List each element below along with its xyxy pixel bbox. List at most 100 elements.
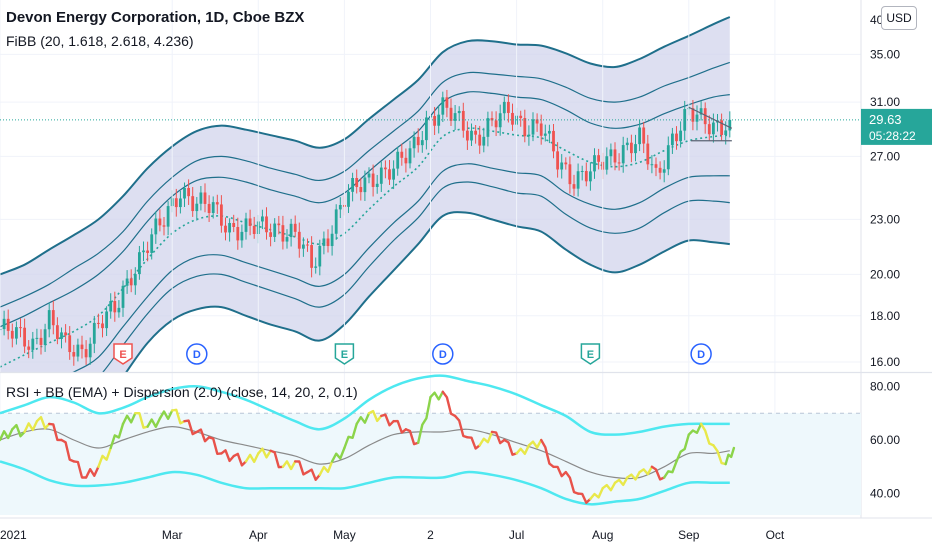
candle-body [199, 192, 203, 204]
candle-down [101, 315, 104, 338]
candle-body [490, 118, 494, 121]
candle-body [269, 232, 272, 237]
fib-bands-legend[interactable]: FiBB (20, 1.618, 2.618, 4.236) [6, 33, 194, 49]
candle-down [277, 215, 281, 235]
candle-body [277, 223, 281, 226]
candle-body [552, 130, 555, 152]
candle-body [31, 338, 35, 350]
candle-down [630, 134, 633, 163]
candle-up [425, 110, 428, 150]
candle-body [658, 167, 662, 173]
time-tick-label: Sep [678, 528, 700, 542]
candle-down [384, 160, 387, 179]
candle-body [433, 116, 436, 126]
candle-down [646, 134, 650, 170]
earnings-icon [334, 343, 355, 365]
candle-up [457, 106, 461, 122]
event-marker-earnings[interactable]: E [113, 343, 133, 365]
candle-down [552, 123, 555, 159]
event-marker-dividend[interactable]: D [432, 343, 454, 365]
candle-down [215, 194, 219, 214]
candle-up [318, 239, 322, 276]
candle-body [511, 112, 514, 125]
candle-body [556, 151, 559, 170]
candle-body [240, 231, 244, 241]
candle-down [416, 128, 420, 153]
candle-down [617, 153, 621, 171]
candle-down [642, 121, 646, 154]
candle-body [646, 143, 650, 165]
candle-up [679, 121, 682, 148]
candle-up [289, 218, 293, 247]
rsi-bb-lower [0, 460, 730, 506]
candle-body [478, 134, 482, 146]
fib-band-upper-4-236 [0, 16, 731, 276]
candle-body [56, 325, 59, 339]
candle-up [195, 197, 199, 221]
candle-up [2, 310, 6, 336]
rsi-line-segment [478, 430, 494, 447]
candle-up [396, 146, 400, 176]
candle-body [474, 130, 477, 135]
rsi-line-segment [318, 460, 334, 476]
candle-up [638, 119, 641, 152]
candle-body [84, 349, 88, 358]
candle-body [60, 332, 63, 339]
currency-button[interactable]: USD [881, 6, 917, 30]
price-tick-label: 18.00 [870, 309, 900, 323]
event-marker-earnings[interactable]: E [334, 343, 355, 365]
candle-down [564, 157, 568, 170]
candle-up [420, 130, 424, 153]
candle-up [273, 218, 277, 242]
candle-body [76, 344, 80, 357]
rsi-legend[interactable]: RSI + BB (EMA) + Dispersion (2.0) (close… [6, 384, 358, 400]
rsi-line-segment [699, 422, 715, 447]
candle-body [363, 177, 367, 193]
rsi-line-segment [330, 446, 346, 463]
candle-body [543, 133, 547, 136]
candle-body [224, 225, 227, 233]
candle-body [527, 134, 531, 137]
candle-body [470, 130, 473, 141]
candle-down [519, 110, 523, 127]
candle-body [92, 322, 96, 344]
candle-down [236, 217, 240, 250]
candle-down [461, 102, 465, 138]
rsi-line-segment [97, 446, 112, 468]
candle-up [695, 105, 699, 131]
candle-body [179, 198, 182, 208]
candle-down [654, 157, 658, 177]
candle-body [211, 202, 215, 213]
candle-body [265, 216, 268, 233]
candle-up [121, 280, 125, 317]
candle-up [285, 229, 289, 249]
event-marker-earnings[interactable]: E [580, 343, 601, 365]
candle-body [35, 337, 39, 339]
rsi-line-segment [712, 444, 727, 466]
candle-up [412, 131, 416, 158]
candle-body [589, 171, 592, 182]
bar-countdown: 05:28:22 [869, 129, 916, 143]
event-marker-dividend[interactable]: D [186, 343, 208, 365]
candle-body [39, 337, 43, 345]
candle-body [482, 136, 486, 146]
rsi-bb-basis [0, 425, 730, 480]
candle-up [379, 161, 383, 192]
candle-body [297, 231, 301, 249]
event-marker-dividend[interactable]: D [690, 343, 712, 365]
price-tick-label: 27.00 [870, 149, 900, 163]
candle-body [568, 164, 572, 185]
candle-down [474, 125, 477, 144]
candle-up [154, 211, 158, 244]
time-tick-label: Oct [766, 528, 785, 542]
candle-down [523, 109, 527, 143]
candle-down [27, 340, 31, 359]
candle-up [589, 162, 592, 191]
rsi-line-segment [589, 487, 604, 501]
candle-body [404, 157, 408, 164]
fib-band-lower-1-618 [72, 163, 730, 372]
candle-body [420, 140, 424, 146]
rsi-line-segment [35, 416, 51, 430]
